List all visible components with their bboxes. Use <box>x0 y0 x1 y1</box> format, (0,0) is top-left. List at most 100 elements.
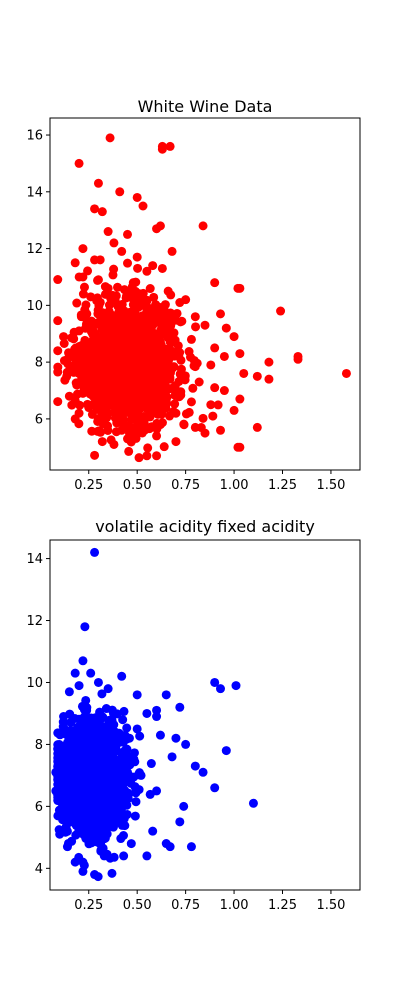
y-tick-label: 10 <box>26 299 43 314</box>
scatter-point <box>186 397 196 407</box>
scatter-point <box>135 731 145 741</box>
y-axis: 6 8 10 12 14 16 <box>26 129 50 427</box>
scatter-point <box>175 702 185 712</box>
scatter-point <box>169 362 179 372</box>
chart-white-wine: White Wine Data 0.25 0.50 0.75 1.00 1.25 1.50… <box>26 97 361 493</box>
scatter-point <box>120 771 130 781</box>
scatter-point <box>53 346 63 356</box>
scatter-point <box>113 282 123 292</box>
scatter-point <box>99 751 109 761</box>
scatter-point <box>179 801 189 811</box>
scatter-point <box>93 787 103 797</box>
scatter-point <box>152 786 162 796</box>
scatter-point <box>78 822 88 832</box>
scatter-point <box>70 748 80 758</box>
scatter-point <box>190 312 200 322</box>
scatter-point <box>75 788 85 798</box>
scatter-point <box>113 733 123 743</box>
scatter-point <box>186 334 196 344</box>
scatter-point <box>175 817 185 827</box>
scatter-point <box>59 356 69 366</box>
scatter-point <box>93 677 103 687</box>
scatter-point <box>171 408 181 418</box>
scatter-point <box>142 266 152 276</box>
scatter-point <box>142 851 152 861</box>
y-tick-label: 12 <box>26 242 43 257</box>
scatter-point <box>96 337 106 347</box>
scatter-point <box>57 755 67 765</box>
scatter-point <box>84 734 94 744</box>
scatter-point <box>235 442 245 452</box>
y-axis: 4 6 8 10 12 14 <box>26 552 50 877</box>
scatter-point <box>181 409 191 419</box>
scatter-point <box>200 320 210 330</box>
scatter-point <box>106 400 116 410</box>
scatter-point <box>145 412 155 422</box>
scatter-point <box>80 622 90 632</box>
scatter-point <box>118 371 128 381</box>
scatter-point <box>176 390 186 400</box>
scatter-point <box>152 451 162 461</box>
scatter-point <box>235 349 245 359</box>
scatter-point <box>85 718 95 728</box>
scatter-point <box>78 388 88 398</box>
scatter-point <box>252 422 262 432</box>
scatter-point <box>139 357 149 367</box>
scatter-point <box>61 725 71 735</box>
scatter-point <box>65 733 75 743</box>
x-tick-label: 1.00 <box>220 898 249 913</box>
scatter-point <box>146 381 156 391</box>
scatter-point <box>55 829 65 839</box>
scatter-point <box>157 263 167 273</box>
scatter-point <box>62 842 72 852</box>
scatter-point <box>162 361 172 371</box>
scatter-point <box>149 316 159 326</box>
scatter-point <box>74 368 84 378</box>
scatter-point <box>132 724 142 734</box>
scatter-point <box>95 359 105 369</box>
scatter-point <box>66 792 76 802</box>
scatter-point <box>60 375 70 385</box>
scatter-point <box>121 332 131 342</box>
scatter-point <box>95 743 105 753</box>
y-tick-label: 8 <box>35 738 43 753</box>
data-points <box>53 133 351 463</box>
scatter-point <box>130 811 140 821</box>
x-tick-label: 1.25 <box>268 478 297 493</box>
scatter-point <box>128 278 138 288</box>
scatter-point <box>180 375 190 385</box>
y-tick-label: 14 <box>26 185 43 200</box>
scatter-point <box>64 687 74 697</box>
scatter-point <box>171 733 181 743</box>
scatter-point <box>74 408 84 418</box>
x-tick-label: 1.50 <box>316 898 345 913</box>
scatter-point <box>159 442 169 452</box>
chart-title: volatile acidity fixed acidity <box>95 517 315 536</box>
scatter-point <box>119 851 129 861</box>
chart-title: White Wine Data <box>138 97 273 116</box>
scatter-point <box>93 779 103 789</box>
scatter-point <box>85 366 95 376</box>
scatter-point <box>179 419 189 429</box>
scatter-point <box>108 290 118 300</box>
x-tick-label: 1.25 <box>268 898 297 913</box>
scatter-point <box>119 764 129 774</box>
scatter-point <box>87 327 97 337</box>
scatter-point <box>97 689 107 699</box>
scatter-point <box>158 329 168 339</box>
scatter-point <box>107 868 117 878</box>
scatter-point <box>189 355 199 365</box>
scatter-point <box>123 258 133 268</box>
scatter-point <box>190 422 200 432</box>
scatter-point <box>221 323 231 333</box>
scatter-point <box>99 851 109 861</box>
scatter-point <box>78 244 88 254</box>
scatter-point <box>103 425 113 435</box>
scatter-point <box>172 308 182 318</box>
scatter-point <box>108 270 118 280</box>
scatter-point <box>76 762 86 772</box>
y-tick-label: 12 <box>26 614 43 629</box>
scatter-point <box>78 866 88 876</box>
scatter-point <box>72 776 82 786</box>
y-tick-label: 6 <box>35 412 43 427</box>
